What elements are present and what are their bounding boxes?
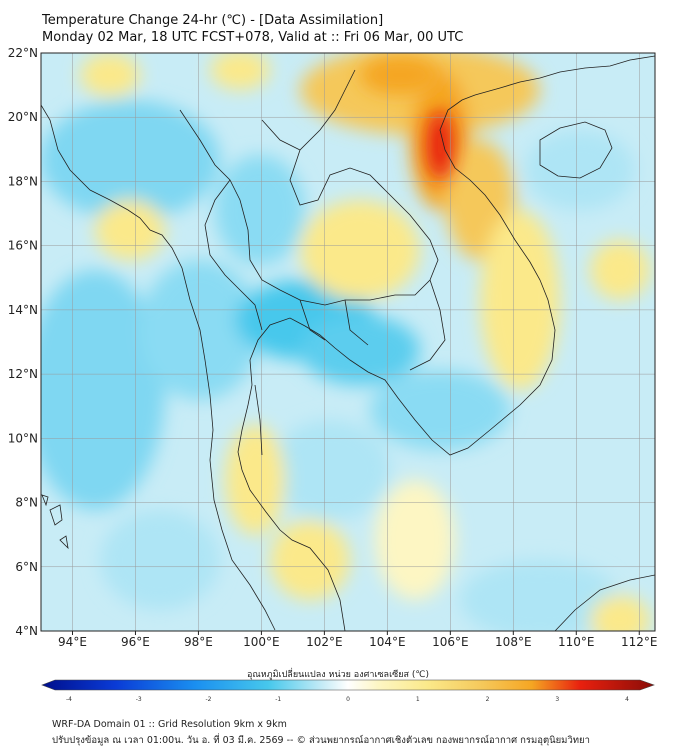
lat-label: 16°N — [8, 239, 38, 253]
lat-label: 8°N — [15, 496, 38, 510]
longitude-labels: 94°E 96°E 98°E 100°E 102°E 104°E 106°E 108°E 110… — [58, 631, 658, 649]
lat-label: 12°N — [8, 367, 38, 381]
lon-label: 100°E — [243, 635, 280, 649]
lat-label: 22°N — [8, 46, 38, 60]
colorbar-tick-label: 4 — [625, 696, 629, 703]
map-frame — [40, 52, 656, 632]
lon-label: 96°E — [121, 635, 150, 649]
colorbar-tick-label: 1 — [416, 696, 420, 703]
colorbar-tick-label: 0 — [346, 696, 350, 703]
footer-line-2: ปรับปรุงข้อมูล ณ เวลา 01:00น. วัน อ. ที่… — [52, 735, 590, 746]
temperature-field — [41, 53, 655, 631]
map-title: Temperature Change 24-hr (℃) - [Data Ass… — [42, 12, 463, 46]
lon-label: 98°E — [184, 635, 213, 649]
lat-label: 18°N — [8, 174, 38, 188]
lat-lon-grid — [41, 52, 655, 632]
colorbar-tick-label: -1 — [275, 696, 281, 703]
lon-label: 112°E — [621, 635, 658, 649]
coastlines-and-borders — [41, 55, 655, 631]
colorbar-tick-label: -3 — [136, 696, 142, 703]
lat-label: 6°N — [15, 560, 38, 574]
lat-label: 4°N — [15, 624, 38, 638]
lon-label: 108°E — [495, 635, 532, 649]
lon-label: 110°E — [558, 635, 595, 649]
colorbar-tick-label: -4 — [66, 696, 72, 703]
lat-label: 20°N — [8, 110, 38, 124]
colorbar-label: อุณหภูมิเปลี่ยนแปลง หน่วย องศาเซลเซียส (… — [246, 670, 430, 680]
title-line-1: Temperature Change 24-hr (℃) - [Data Ass… — [42, 13, 384, 28]
lat-label: 10°N — [8, 431, 38, 445]
lon-label: 94°E — [58, 635, 87, 649]
lon-label: 102°E — [306, 635, 343, 649]
colorbar-tick-label: 3 — [555, 696, 559, 703]
lon-label: 106°E — [432, 635, 469, 649]
footer-line-1: WRF-DA Domain 01 :: Grid Resolution 9km … — [52, 719, 287, 730]
lon-label: 104°E — [369, 635, 406, 649]
colorbar-tick-label: 2 — [486, 696, 490, 703]
colorbar-tick-label: -2 — [206, 696, 212, 703]
lat-label: 14°N — [8, 303, 38, 317]
latitude-labels: 22°N 20°N 18°N 16°N 14°N 12°N 10°N 8°N 6°N 4°N — [8, 46, 38, 638]
title-line-2: Monday 02 Mar, 18 UTC FCST+078, Valid at… — [42, 30, 464, 45]
colorbar-ticks: -4 -3 -2 -1 0 1 2 3 4 — [66, 696, 629, 703]
colorbar — [41, 679, 655, 691]
